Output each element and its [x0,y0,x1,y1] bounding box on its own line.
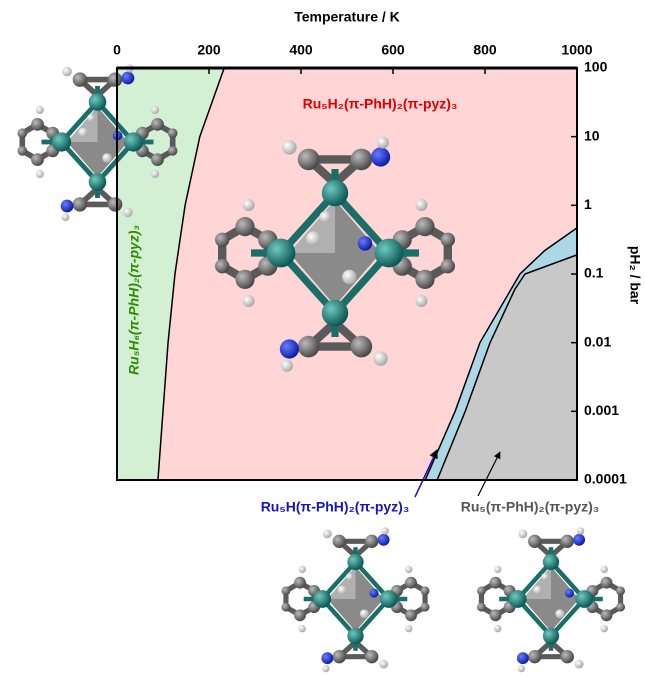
y-tick-label: 10 [584,127,600,143]
region-label: Ru₅H₆(π-PhH)₂(π-pyz)₃ [126,225,142,375]
y-tick-label: 0.001 [584,402,619,418]
region-label: Ru₅(π-PhH)₂(π-pyz)₃ [461,499,600,515]
x-tick-label: 400 [289,42,313,58]
y-tick-label: 0.0001 [584,471,627,487]
y-tick-label: 0.1 [584,265,604,281]
region-label: Ru₅H(π-PhH)₂(π-pyz)₃ [261,499,410,515]
y-tick-label: 0.01 [584,333,611,349]
molecule-image [282,527,430,672]
chart: Temperature / K pH₂ / bar Ru₅H₆(π-PhH)₂(… [0,0,645,675]
x-tick-label: 800 [473,42,497,58]
x-tick-label: 0 [113,42,121,58]
molecule-image [477,527,625,672]
y-tick-label: 1 [584,196,592,212]
x-axis-title: Temperature / K [294,9,400,25]
y-axis-title: pH₂ / bar [627,246,643,305]
x-tick-label: 200 [197,42,221,58]
x-tick-label: 600 [381,42,405,58]
x-tick-label: 1000 [561,42,592,58]
region-label: Ru₅H₂(π-PhH)₂(π-pyz)₃ [303,96,458,112]
y-tick-label: 100 [584,59,608,75]
